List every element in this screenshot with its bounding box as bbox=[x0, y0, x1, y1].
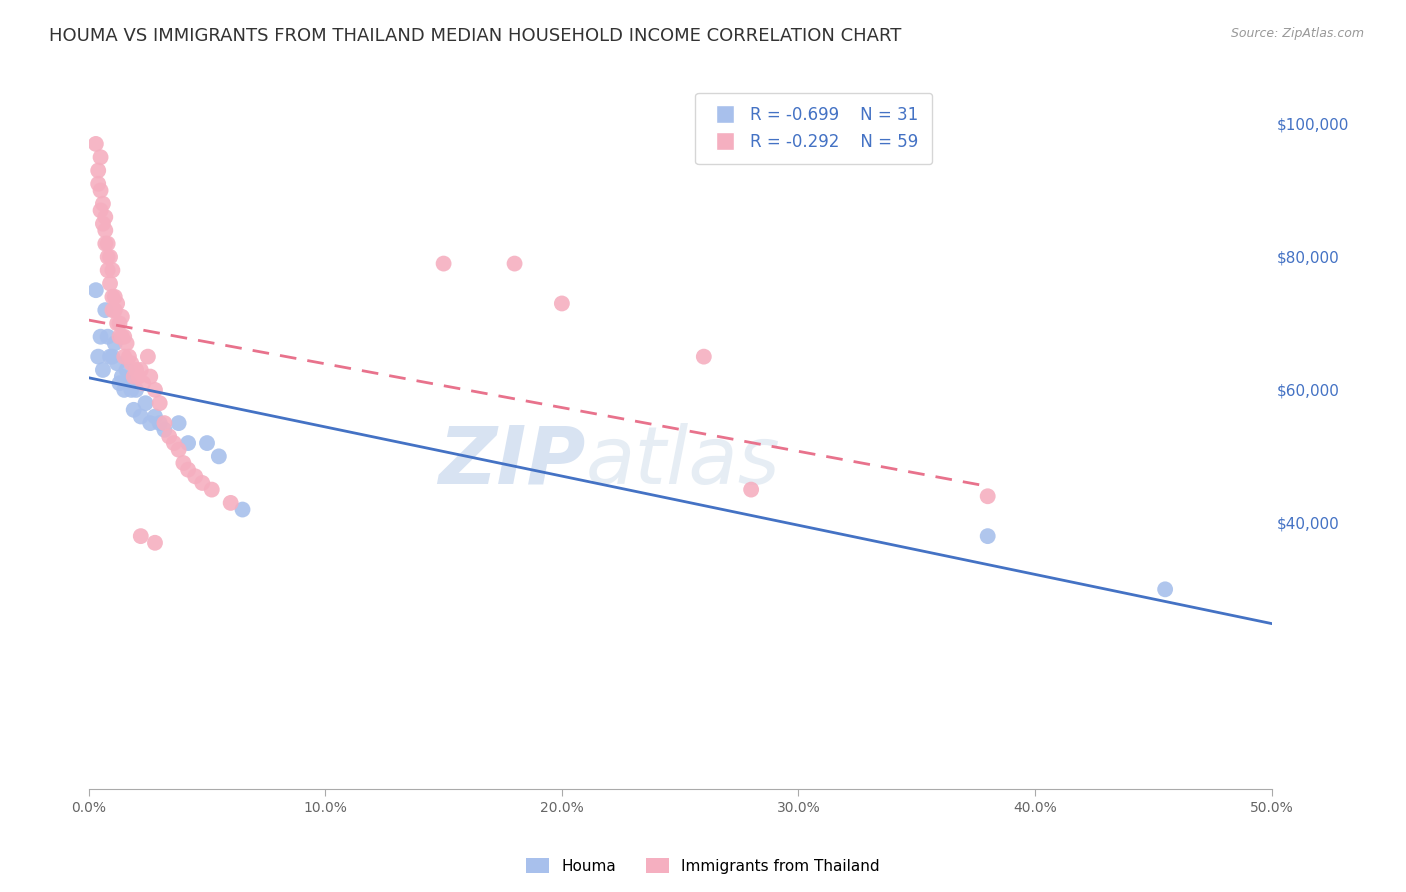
Text: atlas: atlas bbox=[585, 423, 780, 500]
Point bbox=[149, 396, 172, 410]
Point bbox=[98, 277, 121, 291]
Point bbox=[191, 475, 214, 490]
Point bbox=[104, 303, 127, 318]
Point bbox=[134, 396, 156, 410]
Point bbox=[90, 329, 112, 343]
Point bbox=[87, 350, 110, 364]
Point bbox=[118, 376, 141, 391]
Point bbox=[105, 317, 128, 331]
Point bbox=[105, 356, 128, 370]
Point bbox=[132, 376, 155, 391]
Point bbox=[111, 329, 134, 343]
Point bbox=[101, 303, 124, 318]
Point bbox=[208, 450, 231, 464]
Point bbox=[149, 416, 172, 430]
Point bbox=[167, 442, 190, 457]
Point bbox=[136, 350, 159, 364]
Point bbox=[127, 369, 149, 384]
Point bbox=[111, 369, 134, 384]
Point bbox=[551, 296, 574, 310]
Point bbox=[87, 163, 110, 178]
Point bbox=[195, 436, 218, 450]
Point bbox=[105, 296, 128, 310]
Point bbox=[118, 350, 141, 364]
Point bbox=[122, 402, 145, 417]
Point bbox=[104, 336, 127, 351]
Point bbox=[101, 263, 124, 277]
Point bbox=[90, 184, 112, 198]
Point bbox=[120, 383, 142, 397]
Point bbox=[740, 483, 762, 497]
Point bbox=[153, 423, 176, 437]
Text: HOUMA VS IMMIGRANTS FROM THAILAND MEDIAN HOUSEHOLD INCOME CORRELATION CHART: HOUMA VS IMMIGRANTS FROM THAILAND MEDIAN… bbox=[49, 27, 901, 45]
Point bbox=[122, 369, 145, 384]
Point bbox=[87, 177, 110, 191]
Point bbox=[98, 250, 121, 264]
Point bbox=[108, 376, 131, 391]
Text: ZIP: ZIP bbox=[439, 423, 585, 500]
Point bbox=[125, 363, 148, 377]
Point bbox=[115, 336, 138, 351]
Point bbox=[97, 250, 120, 264]
Point bbox=[108, 317, 131, 331]
Point bbox=[177, 463, 200, 477]
Point bbox=[94, 303, 117, 318]
Point bbox=[167, 416, 190, 430]
Point bbox=[172, 456, 194, 470]
Point bbox=[503, 256, 526, 270]
Point bbox=[97, 329, 120, 343]
Point bbox=[90, 150, 112, 164]
Point bbox=[143, 383, 166, 397]
Point bbox=[219, 496, 242, 510]
Point bbox=[120, 356, 142, 370]
Point bbox=[157, 429, 180, 443]
Point bbox=[98, 350, 121, 364]
Point bbox=[693, 350, 716, 364]
Point bbox=[433, 256, 456, 270]
Point bbox=[139, 369, 162, 384]
Point bbox=[177, 436, 200, 450]
Point bbox=[115, 363, 138, 377]
Point bbox=[129, 409, 152, 424]
Point bbox=[108, 329, 131, 343]
Point bbox=[1154, 582, 1177, 597]
Point bbox=[163, 436, 186, 450]
Point bbox=[143, 536, 166, 550]
Point bbox=[91, 363, 114, 377]
Point bbox=[94, 210, 117, 224]
Point bbox=[90, 203, 112, 218]
Text: Source: ZipAtlas.com: Source: ZipAtlas.com bbox=[1230, 27, 1364, 40]
Point bbox=[129, 529, 152, 543]
Point bbox=[101, 290, 124, 304]
Point bbox=[139, 416, 162, 430]
Point bbox=[91, 217, 114, 231]
Point bbox=[91, 196, 114, 211]
Point bbox=[94, 223, 117, 237]
Point bbox=[112, 350, 135, 364]
Point bbox=[112, 329, 135, 343]
Point bbox=[94, 236, 117, 251]
Point bbox=[101, 350, 124, 364]
Legend: R = -0.699    N = 31, R = -0.292    N = 59: R = -0.699 N = 31, R = -0.292 N = 59 bbox=[696, 93, 932, 164]
Point bbox=[201, 483, 224, 497]
Point bbox=[976, 489, 998, 503]
Legend: Houma, Immigrants from Thailand: Houma, Immigrants from Thailand bbox=[520, 852, 886, 880]
Point bbox=[97, 263, 120, 277]
Point bbox=[97, 236, 120, 251]
Point bbox=[84, 283, 107, 297]
Point bbox=[184, 469, 207, 483]
Point bbox=[143, 409, 166, 424]
Point bbox=[125, 383, 148, 397]
Point bbox=[129, 363, 152, 377]
Point bbox=[112, 383, 135, 397]
Point bbox=[976, 529, 998, 543]
Point bbox=[153, 416, 176, 430]
Point bbox=[111, 310, 134, 324]
Point bbox=[104, 290, 127, 304]
Point bbox=[231, 502, 253, 516]
Point bbox=[84, 136, 107, 151]
